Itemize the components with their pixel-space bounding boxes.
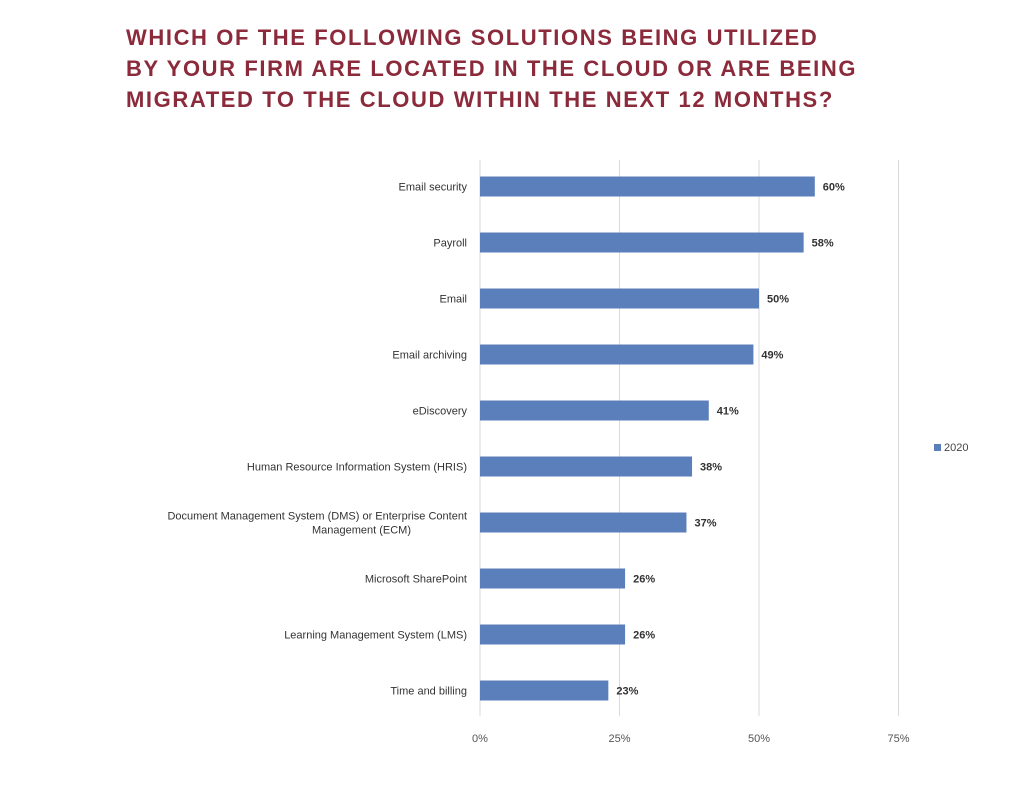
data-label: 49% xyxy=(761,350,783,362)
chart-title-line-1: WHICH OF THE FOLLOWING SOLUTIONS BEING U… xyxy=(126,25,819,50)
legend: 2020 xyxy=(934,442,968,454)
x-tick-label: 0% xyxy=(472,733,488,745)
bar xyxy=(480,568,626,589)
category-label: Human Resource Information System (HRIS) xyxy=(247,462,467,474)
bar xyxy=(480,288,759,309)
legend-label: 2020 xyxy=(944,442,968,454)
value-labels: 60% 58% 50% 49% 41% 38% 37% 26% 26% 23% xyxy=(616,182,845,698)
x-tick-label: 50% xyxy=(748,733,770,745)
data-label: 41% xyxy=(717,406,739,418)
category-label: Microsoft SharePoint xyxy=(365,574,467,586)
x-tick-label: 25% xyxy=(608,733,630,745)
data-label: 37% xyxy=(694,518,716,530)
category-label: Email archiving xyxy=(392,350,467,362)
bar xyxy=(480,624,626,645)
bar xyxy=(480,512,687,533)
category-label-line: Management (ECM) xyxy=(312,525,411,537)
data-label: 38% xyxy=(700,462,722,474)
gridlines xyxy=(479,160,899,716)
category-label: Payroll xyxy=(433,238,467,250)
bar xyxy=(480,400,709,421)
bar xyxy=(480,232,804,253)
chart-title: WHICH OF THE FOLLOWING SOLUTIONS BEING U… xyxy=(126,22,906,115)
data-label: 26% xyxy=(633,574,655,586)
data-label: 60% xyxy=(823,182,845,194)
bar xyxy=(480,680,609,701)
category-label: Document Management System (DMS) or Ente… xyxy=(167,511,467,537)
bars xyxy=(480,176,815,701)
category-label-line: Document Management System (DMS) or Ente… xyxy=(167,511,467,523)
category-label: eDiscovery xyxy=(413,406,468,418)
x-axis-ticks: 0% 25% 50% 75% xyxy=(472,733,910,745)
data-label: 26% xyxy=(633,630,655,642)
category-label: Time and billing xyxy=(390,686,467,698)
chart-title-line-2: BY YOUR FIRM ARE LOCATED IN THE CLOUD OR… xyxy=(126,56,858,81)
bar xyxy=(480,176,815,197)
category-labels: Email security Payroll Email Email archivin… xyxy=(167,182,467,698)
bar xyxy=(480,456,693,477)
data-label: 58% xyxy=(812,238,834,250)
category-label: Email xyxy=(439,294,467,306)
data-label: 23% xyxy=(616,686,638,698)
data-label: 50% xyxy=(767,294,789,306)
chart-title-line-3: MIGRATED TO THE CLOUD WITHIN THE NEXT 12… xyxy=(126,87,834,112)
legend-swatch xyxy=(934,444,941,451)
x-tick-label: 75% xyxy=(887,733,909,745)
category-label: Learning Management System (LMS) xyxy=(284,630,467,642)
bar xyxy=(480,344,754,365)
category-label: Email security xyxy=(399,182,468,194)
